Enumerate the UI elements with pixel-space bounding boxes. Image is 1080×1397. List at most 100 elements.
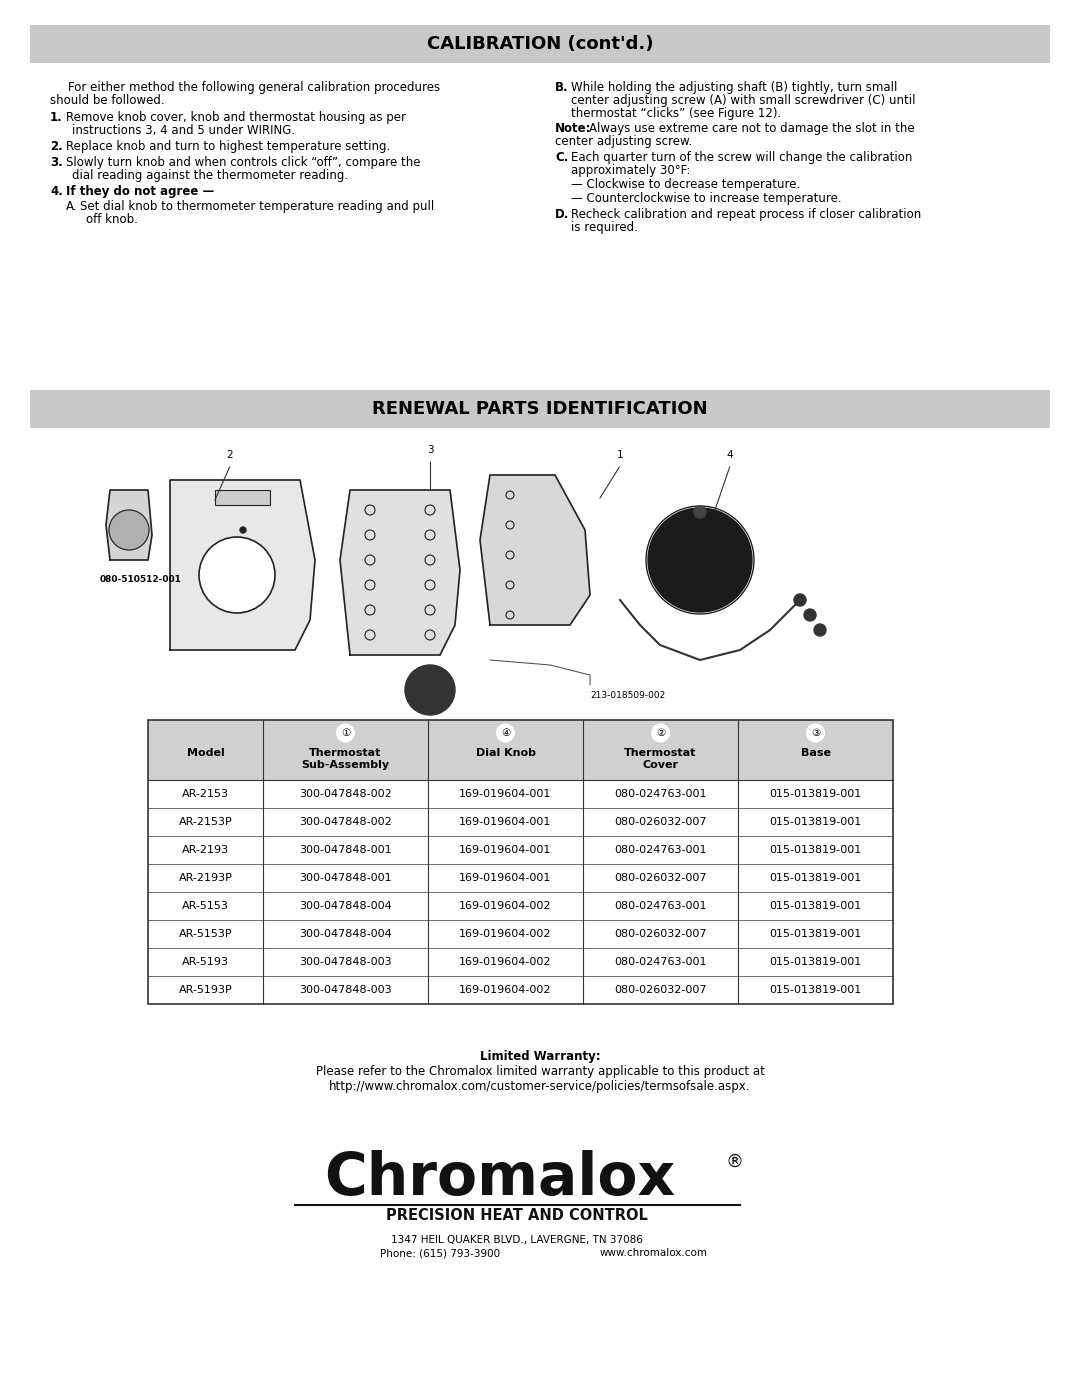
Text: thermostat “clicks” (see Figure 12).: thermostat “clicks” (see Figure 12). [571, 108, 781, 120]
Text: 015-013819-001: 015-013819-001 [769, 901, 862, 911]
Circle shape [807, 724, 824, 742]
Text: 3: 3 [427, 446, 433, 455]
Text: 3.: 3. [50, 156, 63, 169]
Circle shape [794, 594, 806, 606]
Text: 169-019604-001: 169-019604-001 [459, 873, 552, 883]
Text: 300-047848-002: 300-047848-002 [299, 817, 392, 827]
Polygon shape [170, 481, 315, 650]
Text: Please refer to the Chromalox limited warranty applicable to this product at: Please refer to the Chromalox limited wa… [315, 1065, 765, 1078]
Text: CALIBRATION (cont'd.): CALIBRATION (cont'd.) [427, 35, 653, 53]
Text: Chromalox: Chromalox [324, 1150, 676, 1207]
Bar [148, 719, 893, 780]
Text: instructions 3, 4 and 5 under WIRING.: instructions 3, 4 and 5 under WIRING. [72, 124, 295, 137]
Text: 213-018509-002: 213-018509-002 [590, 690, 665, 700]
Text: 169-019604-001: 169-019604-001 [459, 789, 552, 799]
Circle shape [648, 509, 752, 612]
Text: Remove knob cover, knob and thermostat housing as per: Remove knob cover, knob and thermostat h… [66, 110, 406, 124]
Text: Base: Base [800, 747, 831, 759]
Text: 1347 HEIL QUAKER BLVD., LAVERGNE, TN 37086: 1347 HEIL QUAKER BLVD., LAVERGNE, TN 370… [391, 1235, 643, 1245]
Text: 080-024763-001: 080-024763-001 [615, 957, 706, 967]
Text: ③: ③ [811, 728, 820, 738]
Text: C.: C. [555, 151, 568, 163]
Text: 300-047848-001: 300-047848-001 [299, 873, 392, 883]
Text: off knob.: off knob. [86, 212, 138, 226]
Text: Model: Model [187, 747, 225, 759]
Text: 015-013819-001: 015-013819-001 [769, 985, 862, 995]
Circle shape [497, 724, 514, 742]
Text: 1: 1 [617, 450, 623, 460]
Text: approximately 30°F:: approximately 30°F: [571, 163, 690, 177]
Circle shape [651, 724, 670, 742]
Text: Limited Warranty:: Limited Warranty: [480, 1051, 600, 1063]
Text: Phone: (615) 793-3900: Phone: (615) 793-3900 [380, 1248, 500, 1259]
Text: AR-5193P: AR-5193P [178, 985, 232, 995]
Text: A.: A. [66, 200, 78, 212]
Text: is required.: is required. [571, 221, 638, 235]
Text: 1.: 1. [50, 110, 63, 124]
Text: 169-019604-001: 169-019604-001 [459, 845, 552, 855]
Text: www.chromalox.com: www.chromalox.com [600, 1248, 708, 1259]
Text: AR-2153: AR-2153 [183, 789, 229, 799]
Text: 4: 4 [727, 450, 733, 460]
Text: 169-019604-002: 169-019604-002 [459, 985, 552, 995]
Text: AR-5153: AR-5153 [183, 901, 229, 911]
Text: 015-013819-001: 015-013819-001 [769, 817, 862, 827]
Text: 300-047848-004: 300-047848-004 [299, 929, 392, 939]
Text: If they do not agree —: If they do not agree — [66, 184, 214, 198]
Text: AR-2153P: AR-2153P [178, 817, 232, 827]
Text: 2: 2 [227, 450, 233, 460]
Bar [148, 719, 893, 1004]
Text: 015-013819-001: 015-013819-001 [769, 929, 862, 939]
Text: B.: B. [555, 81, 569, 94]
Text: ②: ② [656, 728, 665, 738]
Text: 015-013819-001: 015-013819-001 [769, 873, 862, 883]
Text: Note:: Note: [555, 122, 592, 136]
Text: 300-047848-001: 300-047848-001 [299, 845, 392, 855]
Text: 300-047848-003: 300-047848-003 [299, 957, 392, 967]
Text: 300-047848-003: 300-047848-003 [299, 985, 392, 995]
Text: center adjusting screw (A) with small screwdriver (C) until: center adjusting screw (A) with small sc… [571, 94, 916, 108]
Text: — Counterclockwise to increase temperature.: — Counterclockwise to increase temperatu… [571, 191, 841, 205]
Text: RENEWAL PARTS IDENTIFICATION: RENEWAL PARTS IDENTIFICATION [373, 400, 707, 418]
Text: Dial Knob: Dial Knob [475, 747, 536, 759]
Circle shape [804, 609, 816, 622]
Text: ④: ④ [501, 728, 510, 738]
Text: AR-2193: AR-2193 [181, 845, 229, 855]
Text: ®: ® [725, 1153, 743, 1171]
Text: should be followed.: should be followed. [50, 94, 164, 108]
Text: Thermostat: Thermostat [624, 747, 697, 759]
Text: center adjusting screw.: center adjusting screw. [555, 136, 692, 148]
Circle shape [337, 724, 354, 742]
Text: 080-026032-007: 080-026032-007 [615, 985, 706, 995]
Text: Recheck calibration and repeat process if closer calibration: Recheck calibration and repeat process i… [571, 208, 921, 221]
Text: PRECISION HEAT AND CONTROL: PRECISION HEAT AND CONTROL [386, 1208, 648, 1222]
Circle shape [219, 444, 241, 467]
Circle shape [694, 506, 706, 518]
Bar [215, 490, 270, 504]
Text: 080-026032-007: 080-026032-007 [615, 929, 706, 939]
Text: — Clockwise to decrease temperature.: — Clockwise to decrease temperature. [571, 177, 800, 191]
Text: dial reading against the thermometer reading.: dial reading against the thermometer rea… [72, 169, 348, 182]
Text: 4.: 4. [50, 184, 63, 198]
Text: 015-013819-001: 015-013819-001 [769, 957, 862, 967]
Text: Thermostat: Thermostat [309, 747, 381, 759]
Text: Each quarter turn of the screw will change the calibration: Each quarter turn of the screw will chan… [571, 151, 913, 163]
Text: 169-019604-002: 169-019604-002 [459, 929, 552, 939]
Text: ①: ① [341, 728, 350, 738]
Circle shape [419, 439, 441, 461]
Bar [30, 390, 1050, 427]
Text: AR-5193: AR-5193 [183, 957, 229, 967]
Text: While holding the adjusting shaft (B) tightly, turn small: While holding the adjusting shaft (B) ti… [571, 81, 897, 94]
Circle shape [609, 444, 631, 467]
Circle shape [109, 510, 149, 550]
Text: For either method the following general calibration procedures: For either method the following general … [68, 81, 441, 94]
Text: Slowly turn knob and when controls click “off”, compare the: Slowly turn knob and when controls click… [66, 156, 420, 169]
Text: 169-019604-001: 169-019604-001 [459, 817, 552, 827]
Circle shape [719, 444, 741, 467]
Circle shape [814, 624, 826, 636]
Circle shape [199, 536, 275, 613]
Circle shape [405, 665, 455, 715]
Text: Set dial knob to thermometer temperature reading and pull: Set dial knob to thermometer temperature… [80, 200, 434, 212]
Polygon shape [340, 490, 460, 655]
Text: Cover: Cover [643, 760, 678, 770]
